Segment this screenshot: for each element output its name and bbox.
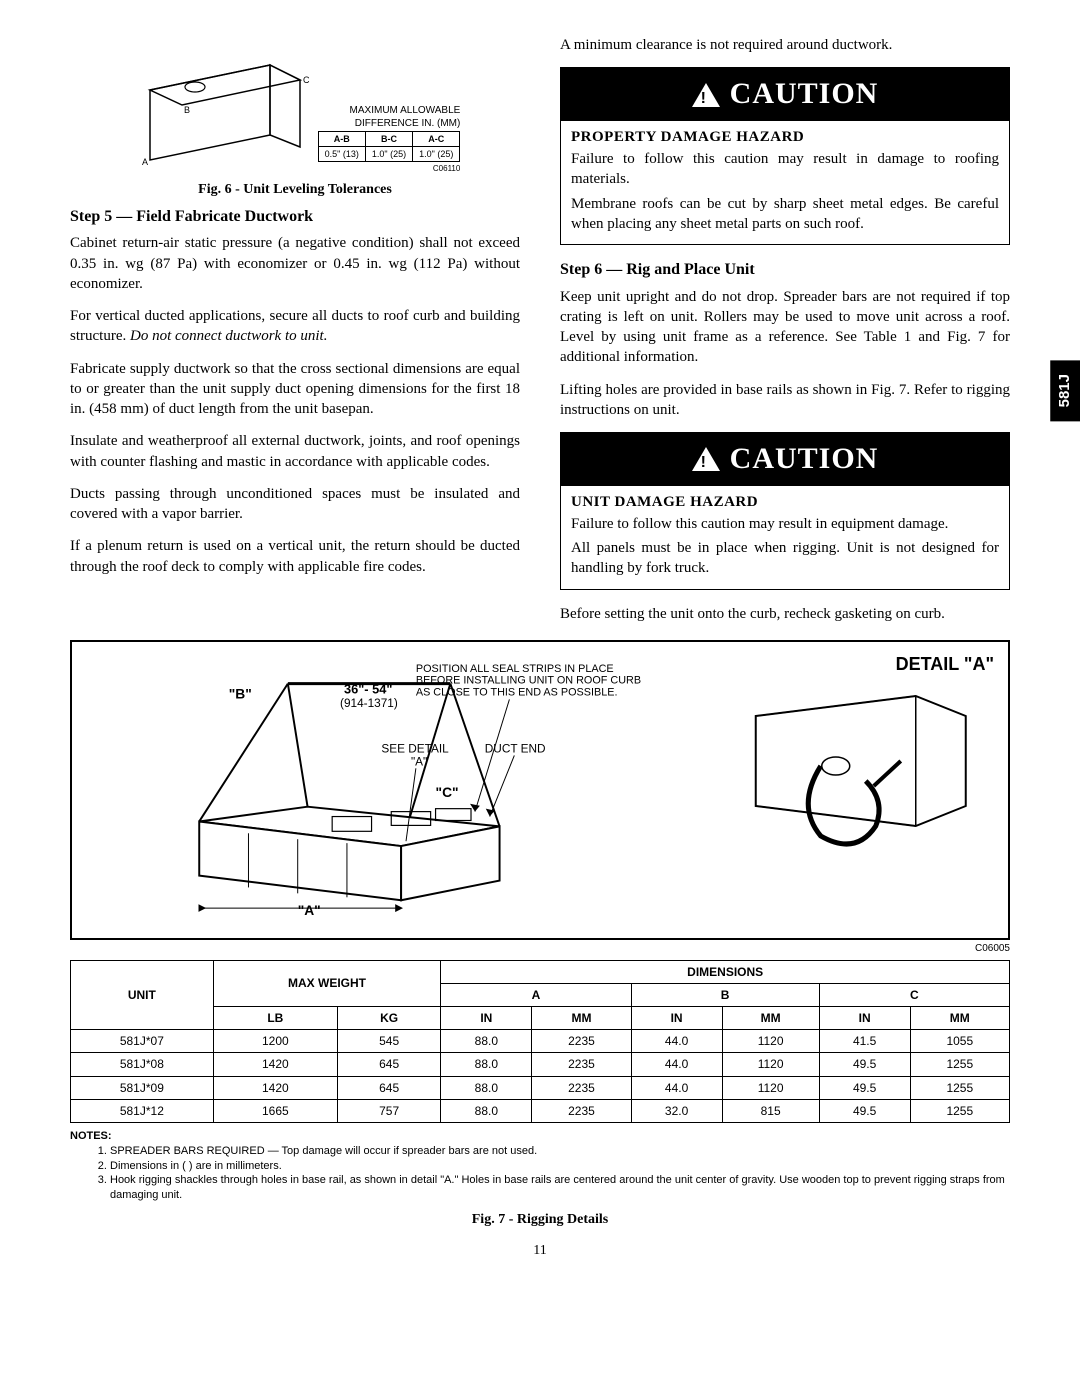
note-item: SPREADER BARS REQUIRED — Top damage will… bbox=[110, 1144, 1010, 1159]
th-mm-b: MM bbox=[722, 1006, 819, 1029]
tol-label2: DIFFERENCE IN. (MM) bbox=[355, 118, 461, 129]
th-kg: KG bbox=[337, 1006, 440, 1029]
fig7-caption: Fig. 7 - Rigging Details bbox=[70, 1211, 1010, 1230]
note-item: Dimensions in ( ) are in millimeters. bbox=[110, 1159, 1010, 1174]
caution-bar-1: CAUTION bbox=[561, 68, 1009, 121]
tolerance-table: A-B B-C A-C 0.5" (13) 1.0" (25) 1.0" (25… bbox=[318, 131, 461, 162]
label-seedetail2: "A" bbox=[411, 754, 427, 768]
caution2-l1: Failure to follow this caution may resul… bbox=[571, 514, 999, 534]
step5-heading: Step 5 — Field Fabricate Ductwork bbox=[70, 206, 520, 228]
th-mm-a: MM bbox=[532, 1006, 631, 1029]
detail-a-title: DETAIL "A" bbox=[717, 652, 995, 676]
th-lb: LB bbox=[213, 1006, 337, 1029]
left-column: A B C MAXIMUM ALLOWABLE DIFFERENCE IN. (… bbox=[70, 35, 520, 636]
label-a: "A" bbox=[298, 903, 321, 918]
step6-heading: Step 6 — Rig and Place Unit bbox=[560, 259, 1010, 281]
label-range2: (914-1371) bbox=[340, 696, 398, 710]
caution2-l2: All panels must be in place when rigging… bbox=[571, 538, 999, 579]
fig6-code: C06110 bbox=[433, 164, 460, 175]
step5-p5: Ducts passing through unconditioned spac… bbox=[70, 484, 520, 525]
fig6-diagram: A B C MAXIMUM ALLOWABLE DIFFERENCE IN. (… bbox=[70, 35, 520, 175]
caution-box-2: CAUTION UNIT DAMAGE HAZARD Failure to fo… bbox=[560, 432, 1010, 590]
caution1-heading: PROPERTY DAMAGE HAZARD bbox=[571, 127, 999, 147]
rigging-table: UNIT MAX WEIGHT DIMENSIONS A B C LB KG I… bbox=[70, 960, 1010, 1123]
step6-p2: Lifting holes are provided in base rails… bbox=[560, 380, 1010, 421]
label-c: "C" bbox=[436, 785, 459, 800]
caution-bar-2: CAUTION bbox=[561, 433, 1009, 486]
step5-p6: If a plenum return is used on a vertical… bbox=[70, 536, 520, 577]
fig7-code: C06005 bbox=[70, 942, 1010, 956]
th-dimensions: DIMENSIONS bbox=[441, 960, 1010, 983]
notes: NOTES: SPREADER BARS REQUIRED — Top dama… bbox=[70, 1129, 1010, 1203]
step5-p3: Fabricate supply ductwork so that the cr… bbox=[70, 359, 520, 420]
th-a: A bbox=[441, 983, 631, 1006]
corner-b: B bbox=[184, 105, 190, 115]
corner-a: A bbox=[142, 157, 148, 167]
caution2-heading: UNIT DAMAGE HAZARD bbox=[571, 492, 999, 512]
step5-p2: For vertical ducted applications, secure… bbox=[70, 306, 520, 347]
side-tab: 581J bbox=[1050, 360, 1080, 421]
warning-icon bbox=[692, 447, 720, 471]
detail-a-diagram bbox=[717, 686, 995, 866]
tol-label1: MAXIMUM ALLOWABLE bbox=[350, 105, 461, 116]
rigging-diagram: "B" 36"- 54" (914-1371) POSITION ALL SEA… bbox=[86, 652, 697, 922]
th-maxweight: MAX WEIGHT bbox=[213, 960, 441, 1006]
label-ductend: DUCT END bbox=[485, 741, 546, 755]
caution1-l1: Failure to follow this caution may resul… bbox=[571, 149, 999, 190]
label-pos3: AS CLOSE TO THIS END AS POSSIBLE. bbox=[416, 686, 618, 698]
table-row: 581J*12166575788.0223532.081549.51255 bbox=[71, 1099, 1010, 1122]
step5-p4: Insulate and weatherproof all external d… bbox=[70, 431, 520, 472]
right-column: A minimum clearance is not required arou… bbox=[560, 35, 1010, 636]
th-c: C bbox=[819, 983, 1009, 1006]
table-row: 581J*07120054588.0223544.0112041.51055 bbox=[71, 1030, 1010, 1053]
page-number: 11 bbox=[70, 1242, 1010, 1261]
label-pos2: BEFORE INSTALLING UNIT ON ROOF CURB bbox=[416, 674, 641, 686]
th-in-c: IN bbox=[819, 1006, 910, 1029]
fig6-caption: Fig. 6 - Unit Leveling Tolerances bbox=[70, 181, 520, 200]
warning-icon bbox=[692, 83, 720, 107]
fig7-frame: "B" 36"- 54" (914-1371) POSITION ALL SEA… bbox=[70, 640, 1010, 940]
th-in-a: IN bbox=[441, 1006, 532, 1029]
right-p-top: A minimum clearance is not required arou… bbox=[560, 35, 1010, 55]
th-mm-c: MM bbox=[910, 1006, 1009, 1029]
step5-p1: Cabinet return-air static pressure (a ne… bbox=[70, 233, 520, 294]
caution-box-1: CAUTION PROPERTY DAMAGE HAZARD Failure t… bbox=[560, 67, 1010, 245]
before-curb: Before setting the unit onto the curb, r… bbox=[560, 604, 1010, 624]
note-item: Hook rigging shackles through holes in b… bbox=[110, 1173, 1010, 1203]
table-row: 581J*09142064588.0223544.0112049.51255 bbox=[71, 1076, 1010, 1099]
label-range: 36"- 54" bbox=[344, 681, 392, 696]
label-b: "B" bbox=[229, 686, 252, 701]
caution1-l2: Membrane roofs can be cut by sharp sheet… bbox=[571, 194, 999, 235]
label-pos1: POSITION ALL SEAL STRIPS IN PLACE bbox=[416, 663, 614, 675]
step6-p1: Keep unit upright and do not drop. Sprea… bbox=[560, 287, 1010, 368]
notes-heading: NOTES: bbox=[70, 1130, 112, 1142]
th-unit: UNIT bbox=[71, 960, 214, 1030]
th-in-b: IN bbox=[631, 1006, 722, 1029]
corner-c: C bbox=[303, 75, 310, 85]
table-row: 581J*08142064588.0223544.0112049.51255 bbox=[71, 1053, 1010, 1076]
th-b: B bbox=[631, 983, 819, 1006]
